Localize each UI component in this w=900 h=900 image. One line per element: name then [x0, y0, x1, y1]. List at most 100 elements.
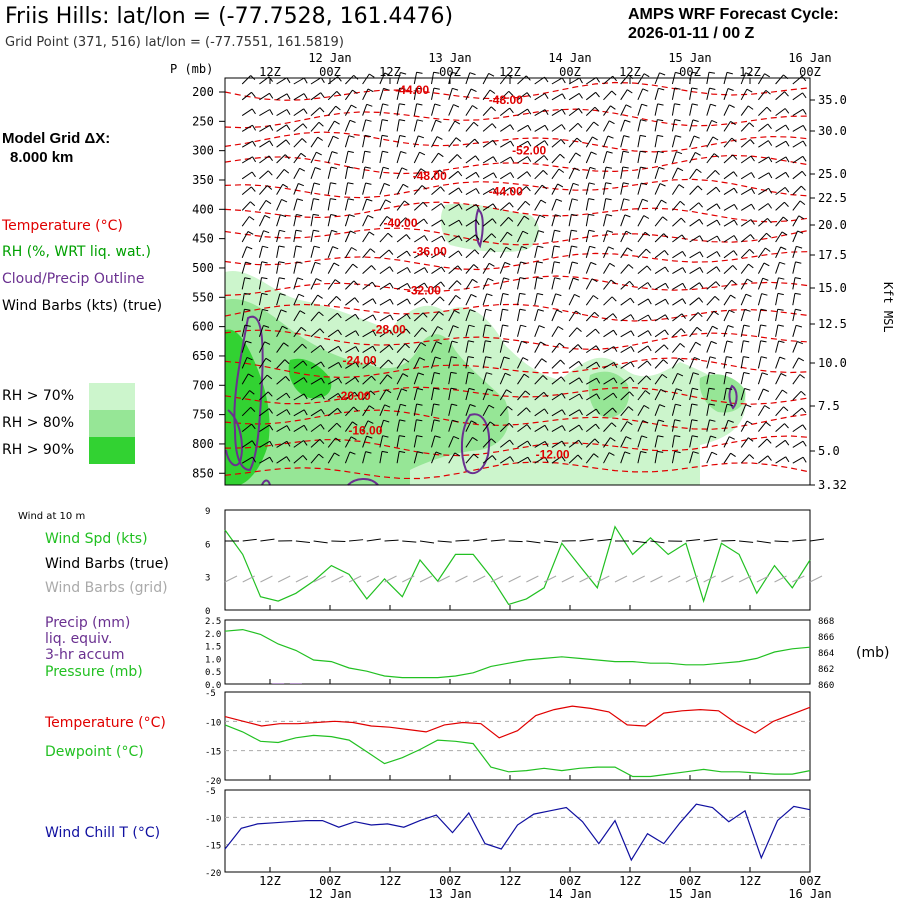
- wind-barb-flag: [285, 139, 291, 145]
- wind-barb: [362, 345, 374, 354]
- wind-barb: [431, 281, 442, 290]
- wind-barb-flag: [561, 93, 566, 100]
- wind-barb-flag: [716, 235, 721, 242]
- wind-barb: [431, 296, 441, 306]
- wind-barb-flag: [320, 361, 325, 368]
- wind-barb: [654, 233, 665, 243]
- wind-barb-flag: [510, 172, 515, 178]
- wind-barb-flag: [347, 166, 354, 169]
- wind-barb: [310, 377, 322, 385]
- wind-barb: [241, 423, 252, 432]
- grid-wind-barb: [614, 575, 628, 583]
- wind-barb-flag: [560, 139, 566, 145]
- wind-barb: [448, 403, 452, 416]
- panel-y-tick: 2.0: [205, 630, 221, 640]
- wind-barb-flag: [433, 87, 440, 90]
- cloud-outline-mid: [460, 413, 490, 475]
- wind-barb: [258, 230, 264, 243]
- wind-barb: [775, 201, 785, 211]
- wind-barb-flag: [731, 137, 737, 143]
- wind-barb: [276, 93, 288, 101]
- wind-barb: [413, 185, 423, 195]
- wind-barb-flag: [509, 202, 514, 208]
- wind-barb-flag: [781, 231, 788, 236]
- wind-barb: [620, 182, 624, 195]
- wind-barb: [482, 218, 493, 227]
- wind-barb-flag: [664, 250, 669, 256]
- wind-barb: [534, 440, 546, 448]
- isotherm-label: -32.00: [407, 283, 441, 297]
- wind-barb: [551, 124, 562, 132]
- bottom-hour-tick: 00Z: [559, 874, 581, 888]
- wind-barb: [259, 140, 270, 148]
- wind-barb-flag: [524, 390, 531, 396]
- wind-barb-flag: [661, 199, 667, 204]
- wind-barb-flag: [452, 87, 459, 91]
- wind-barb: [431, 169, 440, 180]
- wind-barb-flag: [399, 103, 406, 106]
- wind-barb-flag: [521, 246, 528, 249]
- wind-barb-flag: [249, 216, 255, 221]
- wind-barb-flag: [802, 156, 807, 162]
- wind-barb-flag: [782, 389, 788, 394]
- wind-barb: [706, 170, 716, 180]
- wind-barb: [482, 248, 491, 259]
- wind-barb: [723, 250, 734, 259]
- wind-barb: [379, 329, 391, 338]
- wind-barb-flag: [748, 263, 754, 269]
- wind-barb-flag: [472, 105, 478, 110]
- wind-barb: [276, 261, 280, 274]
- wind-barb: [499, 231, 508, 243]
- wind-barb: [775, 373, 782, 385]
- wind-barb: [310, 198, 314, 211]
- wind-barb: [465, 437, 473, 448]
- wind-barb-flag: [491, 455, 497, 461]
- wind-barb: [276, 440, 288, 448]
- wind-barb: [362, 405, 370, 417]
- wind-barb-flag: [282, 183, 289, 188]
- wind-barb: [757, 247, 766, 259]
- wind-barb: [362, 281, 373, 290]
- wind-barb-flag: [646, 360, 652, 366]
- wind-barb-flag: [763, 262, 770, 267]
- wind-barb: [689, 357, 695, 369]
- wind-barb: [775, 293, 779, 306]
- wind-barb-flag: [336, 422, 342, 428]
- wind-barb: [396, 250, 408, 259]
- wind-barb: [723, 436, 730, 448]
- wind-barb: [620, 346, 632, 354]
- wind-barb-flag: [469, 404, 476, 407]
- wind-barb: [362, 135, 366, 148]
- wind-barb: [241, 201, 251, 211]
- wind-barb: [689, 87, 693, 100]
- wind-barb-flag: [609, 262, 616, 267]
- isotherm-line: [224, 178, 811, 199]
- wind-barb: [482, 309, 487, 322]
- wind-barb: [379, 314, 391, 322]
- wind-barb: [344, 198, 349, 211]
- wind-barb: [413, 87, 417, 100]
- wind-barb: [603, 90, 613, 101]
- wind-barb-flag: [389, 298, 394, 305]
- wind-barb-flag: [475, 204, 480, 210]
- wind-barb-flag: [527, 456, 532, 463]
- wind-barb: [293, 108, 304, 117]
- wind-barb: [706, 451, 713, 464]
- wind-barb: [465, 188, 477, 196]
- wind-barb-flag: [300, 326, 307, 332]
- wind-barb-flag: [435, 119, 442, 123]
- rh70-cloud-upper: [440, 203, 540, 253]
- wind-barb-flag: [433, 403, 440, 406]
- wind-barb: [362, 73, 370, 85]
- wind-barb-flag: [302, 123, 308, 129]
- wind-barb: [620, 74, 629, 85]
- wind-barb-flag: [712, 136, 719, 141]
- wind-barb-flag: [732, 154, 738, 160]
- wind-barb-flag: [468, 371, 475, 375]
- wind-barb: [465, 309, 471, 322]
- wind-barb-flag: [553, 245, 560, 248]
- wind-barb-flag: [451, 340, 458, 344]
- wind-barb: [448, 295, 457, 306]
- wind-barb: [672, 250, 683, 259]
- wind-barb: [258, 358, 267, 369]
